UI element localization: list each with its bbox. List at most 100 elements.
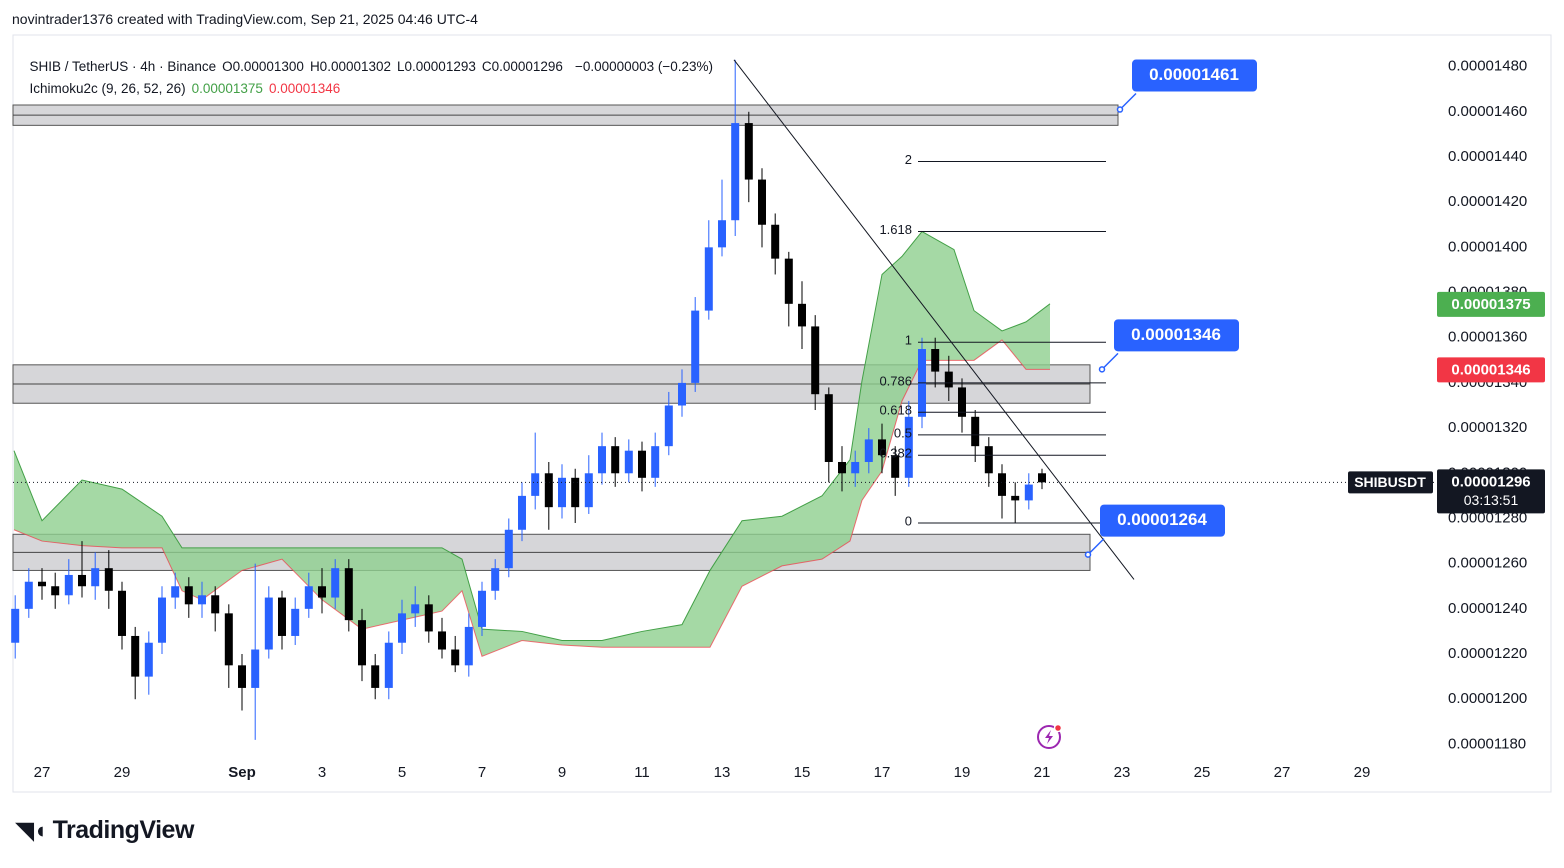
y-tick-label: 0.00001240 — [1448, 600, 1527, 617]
candle-body — [691, 310, 700, 383]
candle-body — [384, 642, 393, 688]
fib-label: 0.5 — [894, 425, 912, 440]
candle-body — [944, 371, 953, 388]
y-tick-label: 0.00001420 — [1448, 193, 1527, 210]
y-tick-label: 0.00001200 — [1448, 690, 1527, 707]
candle-body — [811, 326, 820, 395]
candle-body — [211, 595, 220, 614]
legend-symbol: SHIB / TetherUS · 4h · Binance — [29, 59, 217, 74]
callout-point — [1084, 551, 1092, 558]
x-tick-label: 13 — [714, 764, 731, 781]
symbol-tag-bg — [1348, 471, 1433, 494]
y-tick-label: 0.00001280 — [1448, 509, 1527, 526]
candle-body — [771, 224, 780, 259]
y-tick-label: 0.00001220 — [1448, 645, 1527, 662]
span-b-tag-bg — [1437, 357, 1545, 383]
candle-body — [798, 303, 806, 327]
plot: 2 1.618 1 0.786 0.618 0.5 0.382 0 0.00001461 0.00… — [11, 58, 1545, 781]
candle-body — [358, 620, 366, 666]
candle-body — [531, 473, 540, 496]
callout-label: 0.00001264 — [1117, 510, 1207, 529]
callout-label: 0.00001346 — [1131, 325, 1221, 344]
candle-body — [451, 649, 460, 666]
y-tick-label: 0.00001260 — [1448, 555, 1527, 572]
x-tick-label: 23 — [1114, 764, 1131, 781]
fib-label: 0.786 — [879, 373, 912, 388]
candle-body — [424, 604, 433, 632]
lightning-icon[interactable] — [1037, 723, 1063, 749]
candle-body — [598, 446, 606, 474]
y-tick-label: 0.00001400 — [1448, 238, 1527, 255]
chart-frame — [12, 34, 1552, 793]
callout-leader — [1087, 538, 1105, 556]
candle-body — [571, 477, 580, 508]
legend-ohlc: O0.00001300 H0.00001302 L0.00001293 C0.0000… — [222, 59, 569, 74]
candle-body — [251, 649, 260, 688]
header: novintrader1376 created with TradingView… — [12, 11, 478, 27]
candle-body — [411, 604, 420, 614]
candle-body — [864, 439, 873, 462]
candle-body — [11, 608, 20, 643]
y-tick-label: 0.00001480 — [1448, 58, 1527, 75]
candle-body — [78, 574, 86, 587]
x-tick-label: 27 — [34, 764, 51, 781]
candle-body — [438, 631, 446, 650]
candle-body — [878, 439, 886, 456]
ichimoku-cloud — [14, 231, 1050, 657]
legend-change: −0.00000003 (−0.23%) — [574, 59, 714, 74]
candle-body — [758, 179, 766, 225]
candle-body — [144, 642, 153, 677]
candle-body — [158, 597, 166, 643]
x-tick-label: 19 — [954, 764, 971, 781]
x-tick-label: 3 — [318, 764, 326, 781]
x-tick-label: 27 — [1274, 764, 1291, 781]
legend-ohlc-value: O0.00001300 — [222, 59, 304, 74]
candle-body — [118, 590, 126, 636]
candle-body — [171, 586, 180, 598]
legend-ohlc-value: H0.00001302 — [309, 59, 392, 74]
candle-body — [891, 455, 900, 478]
x-tick-label: 9 — [558, 764, 566, 781]
callout-label: 0.00001461 — [1149, 65, 1239, 84]
x-tick-label: 15 — [794, 764, 811, 781]
candle-body — [264, 597, 273, 650]
candle-body — [478, 590, 486, 627]
trendline — [733, 59, 1135, 580]
candle-body — [518, 495, 526, 530]
span-a-tag-bg — [1437, 291, 1545, 317]
candle-body — [1011, 495, 1020, 501]
fib-label: 0.618 — [879, 403, 912, 418]
candle-body — [931, 349, 940, 372]
span-b-tag: 0.00001346 — [1451, 361, 1530, 378]
candle-body — [624, 450, 633, 474]
candle-body — [744, 123, 753, 180]
symbol-tag: SHIBUSDT — [1354, 474, 1426, 490]
y-tick-label: 0.00001320 — [1448, 419, 1527, 436]
span-a-line — [13, 230, 1051, 641]
callout-box — [1132, 59, 1257, 92]
candle-body — [131, 635, 140, 677]
fib-label: 1 — [905, 333, 912, 348]
callout-point — [1098, 366, 1106, 373]
x-tick-label: 25 — [1194, 764, 1211, 781]
last-price-bg — [1437, 469, 1545, 514]
fib-label: 1.618 — [879, 222, 912, 237]
candle-body — [718, 220, 726, 248]
indicator-value: 0.00001346 — [268, 81, 341, 96]
legend-line: SHIB / TetherUS · 4h · Binance O0.0000130… — [22, 44, 719, 74]
candle-body — [731, 123, 740, 221]
candle-body — [704, 247, 713, 311]
candle-body — [464, 626, 473, 666]
last-price-tag: 0.00001296 — [1451, 473, 1530, 490]
brand-name: TradingView — [52, 816, 195, 844]
candle-body — [318, 586, 326, 598]
brand-logo[interactable]: ◥◖ TradingView — [16, 816, 195, 844]
x-tick-label: 21 — [1034, 764, 1051, 781]
candle-body — [104, 568, 113, 591]
candle-body — [504, 529, 513, 569]
callout-leader — [1119, 92, 1137, 111]
countdown: 03:13:51 — [1464, 492, 1519, 508]
callout-point — [1116, 106, 1124, 113]
